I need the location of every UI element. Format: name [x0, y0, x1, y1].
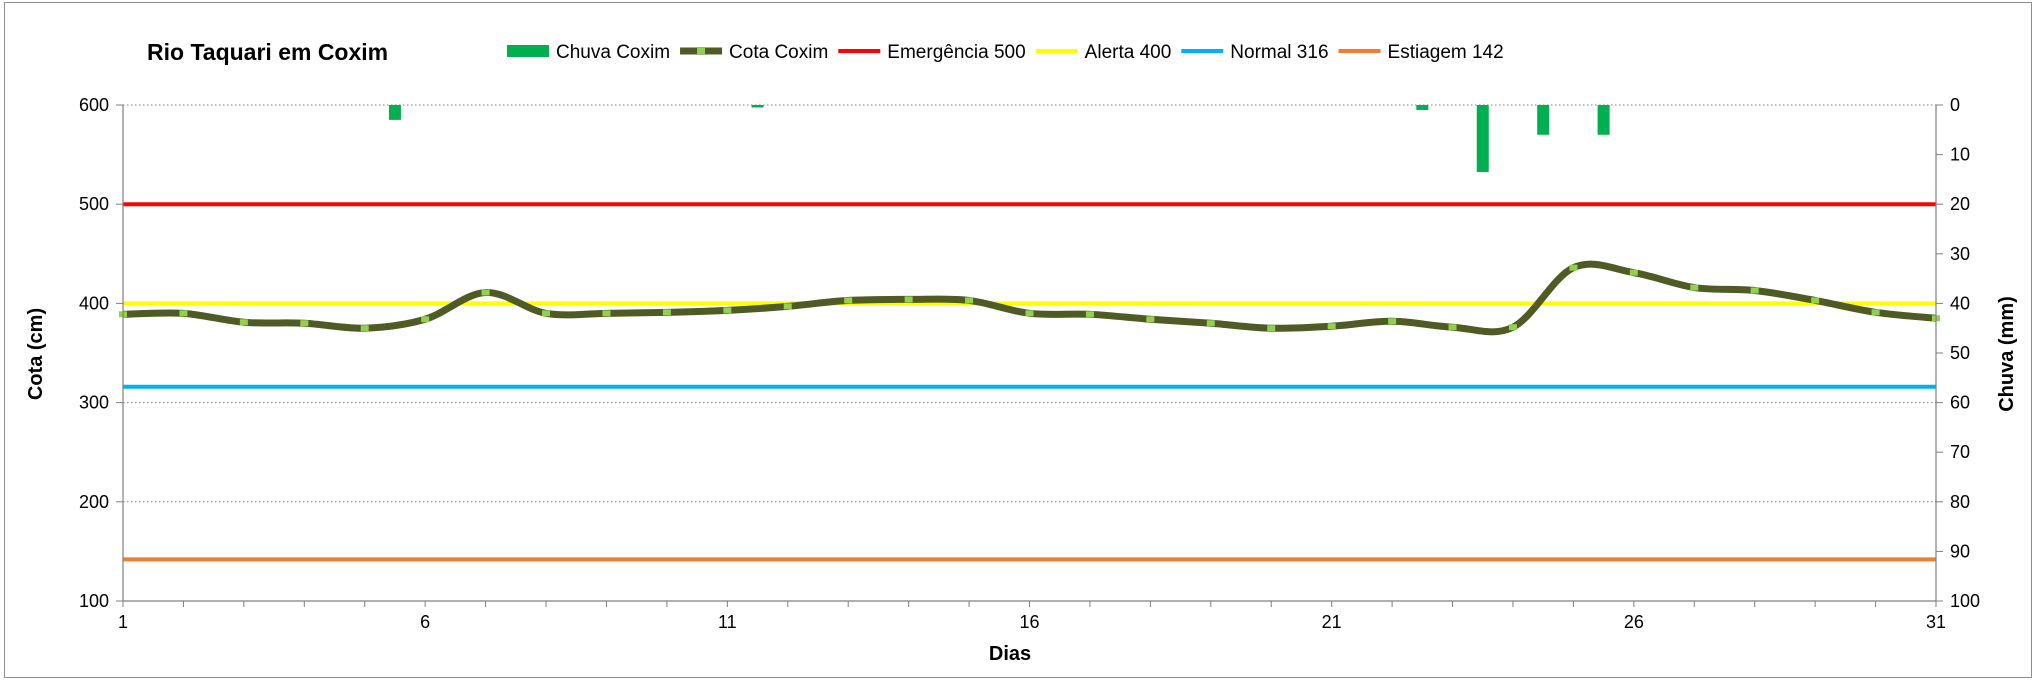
rain-bar — [388, 105, 401, 120]
x-axis-title: Dias — [989, 643, 1031, 665]
y2-tick-label: 40 — [1950, 293, 1970, 313]
legend-swatch-marker — [697, 48, 706, 54]
y2-tick-label: 20 — [1950, 194, 1970, 214]
legend: Chuva Coxim Cota Coxim Emergência 500 Alert… — [507, 42, 1504, 63]
cota-marker — [239, 319, 248, 326]
cota-marker — [1569, 264, 1578, 271]
x-tick-label: 6 — [420, 612, 430, 632]
cota-marker — [1085, 311, 1094, 318]
cota-marker — [723, 307, 732, 314]
y-tick-label: 600 — [79, 95, 109, 115]
cota-marker — [1508, 324, 1517, 331]
legend-label: Emergência 500 — [887, 42, 1025, 63]
cota-marker — [844, 297, 853, 304]
y2-tick-label: 90 — [1950, 541, 1970, 561]
cota-line — [122, 260, 1937, 336]
y2-tick-label: 30 — [1950, 244, 1970, 264]
y2-tick-label: 80 — [1950, 492, 1970, 512]
cota-marker — [965, 297, 974, 304]
legend-label: Estiagem 142 — [1388, 42, 1504, 63]
cota-marker — [1146, 316, 1155, 323]
cota-marker — [300, 320, 309, 327]
y2-tick-label: 0 — [1950, 95, 1960, 115]
chart-frame: 100 200 300 400 500 600 0 10 20 30 40 50 60 70 80 90 100… — [4, 2, 2032, 678]
y2-axis-title: Chuva (mm) — [1996, 296, 2018, 412]
y-axis-title: Cota (cm) — [25, 308, 47, 400]
legend-label: Alerta 400 — [1085, 42, 1172, 63]
cota-marker — [1690, 284, 1699, 291]
y-tick-label: 100 — [79, 591, 109, 611]
cota-marker — [542, 310, 551, 317]
rain-bar — [1597, 105, 1610, 135]
legend-label: Cota Coxim — [729, 42, 828, 63]
cota-marker — [421, 316, 430, 323]
cota-marker — [1871, 309, 1880, 316]
x-tick-label: 21 — [1322, 612, 1342, 632]
y2-tick-label: 60 — [1950, 393, 1970, 413]
x-tick-label: 26 — [1624, 612, 1644, 632]
rain-bar — [751, 105, 764, 108]
line-layer — [119, 260, 1940, 336]
chart-title: Rio Taquari em Coxim — [147, 39, 388, 65]
x-tick-label: 11 — [718, 612, 737, 632]
x-tick-label: 16 — [1019, 612, 1039, 632]
cota-marker — [1811, 297, 1820, 304]
y2-tick-label: 100 — [1950, 591, 1980, 611]
axes-layer — [122, 105, 1937, 602]
y2-tick-label: 50 — [1950, 343, 1970, 363]
y-tick-label: 400 — [79, 293, 109, 313]
bars-layer — [388, 105, 1610, 172]
cota-marker — [1025, 310, 1034, 317]
cota-marker — [662, 309, 671, 316]
cota-marker — [1629, 269, 1638, 276]
y2-tick-label: 70 — [1950, 442, 1970, 462]
legend-swatch-bar — [507, 45, 549, 57]
y-tick-label: 500 — [79, 194, 109, 214]
y-tick-label: 200 — [79, 492, 109, 512]
chart-svg: 100 200 300 400 500 600 0 10 20 30 40 50 60 70 80 90 100… — [25, 39, 2018, 665]
cota-marker — [481, 289, 490, 296]
cota-marker — [1388, 318, 1397, 325]
legend-label: Chuva Coxim — [556, 42, 670, 63]
rain-bar — [1476, 105, 1489, 172]
y2-tick-label: 10 — [1950, 145, 1970, 165]
cota-marker — [904, 296, 913, 303]
y-tick-label: 300 — [79, 393, 109, 413]
cota-marker — [1206, 320, 1215, 327]
legend-label: Normal 316 — [1230, 42, 1328, 63]
cota-marker — [1448, 324, 1457, 331]
cota-marker — [1327, 323, 1336, 330]
reference-lines-layer — [123, 202, 1936, 562]
x-tick-label: 1 — [118, 612, 128, 632]
x-tick-label: 31 — [1926, 612, 1946, 632]
cota-marker — [1267, 325, 1276, 332]
cota-marker — [602, 310, 611, 317]
ticks-layer: 100 200 300 400 500 600 0 10 20 30 40 50 60 70 80 90 100… — [79, 95, 1980, 632]
rain-bar — [1537, 105, 1550, 135]
rain-bar — [1416, 105, 1429, 110]
cota-marker — [1750, 287, 1759, 294]
cota-marker — [360, 325, 369, 332]
cota-marker — [179, 310, 188, 317]
cota-marker — [783, 303, 792, 310]
